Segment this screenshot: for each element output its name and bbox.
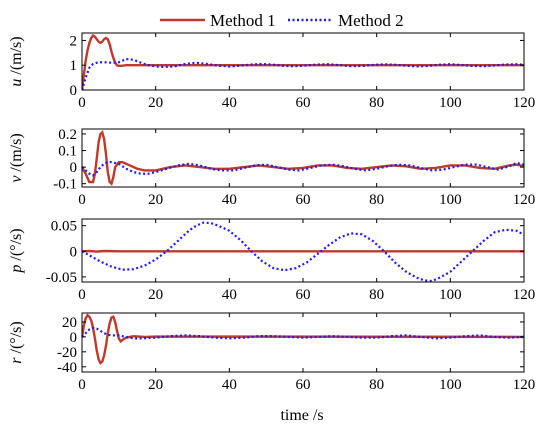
y-axis-unit: /(°/s) <box>8 228 25 260</box>
y-tick-label: 0 <box>70 244 78 260</box>
y-tick-label: -20 <box>57 345 77 361</box>
x-tick-label: 20 <box>148 377 163 393</box>
x-tick-label: 120 <box>513 377 536 393</box>
x-tick-label: 80 <box>369 377 384 393</box>
axes-box <box>81 312 525 373</box>
y-tick-label: -40 <box>57 360 77 376</box>
series-line-method-2 <box>82 326 524 340</box>
y-axis-label-r: r /(°/s) <box>8 321 25 363</box>
y-tick-label: 0 <box>70 330 78 346</box>
y-tick-label: 0.1 <box>58 144 77 160</box>
y-tick-label: 1 <box>70 58 78 74</box>
y-axis-label-v: v /(m/s) <box>8 133 25 182</box>
axes-box <box>81 128 525 188</box>
x-tick-label: 120 <box>513 95 536 111</box>
y-tick-label: -0.05 <box>46 270 77 286</box>
y-axis-unit: /(°/s) <box>8 321 25 353</box>
series-line-method-2 <box>82 161 524 177</box>
axes-box <box>81 32 525 91</box>
subplot-u: 0 20 40 60 80 100 120 0 1 2 u /(m/s) <box>8 32 536 111</box>
y-axis-variable: u <box>8 75 25 87</box>
series-line-method-2 <box>82 57 524 90</box>
x-tick-label: 20 <box>148 95 163 111</box>
x-tick-label: 60 <box>296 377 311 393</box>
series-line-method-1 <box>82 33 524 90</box>
x-tick-label: 20 <box>148 192 163 208</box>
y-tick-label: 0 <box>70 83 78 99</box>
y-tick-label: 0.2 <box>58 127 77 143</box>
y-axis-unit: /(m/s) <box>8 36 25 74</box>
x-axis-label: time /s <box>280 407 323 424</box>
x-tick-label: 0 <box>78 192 86 208</box>
x-tick-label: 40 <box>222 192 237 208</box>
x-tick-label: 80 <box>369 287 384 303</box>
y-axis-variable: r <box>8 353 25 363</box>
y-axis-unit: /(m/s) <box>8 133 25 171</box>
y-tick-label: 20 <box>62 315 77 331</box>
y-axis-variable: p <box>8 261 25 274</box>
x-tick-label: 60 <box>296 287 311 303</box>
series-line-method-1 <box>82 249 524 253</box>
x-tick-label: 40 <box>222 377 237 393</box>
x-tick-label: 0 <box>78 377 86 393</box>
x-tick-label: 40 <box>222 95 237 111</box>
y-axis-label-u: u /(m/s) <box>8 36 25 86</box>
y-tick-label: -0.1 <box>53 177 77 193</box>
y-tick-label: 0.05 <box>51 219 77 235</box>
x-tick-label: 100 <box>439 95 462 111</box>
x-tick-label: 40 <box>222 287 237 303</box>
y-axis-variable: v <box>8 172 25 183</box>
series-line-method-2 <box>82 221 524 282</box>
y-axis-label-p: p /(°/s) <box>8 228 25 273</box>
x-tick-label: 120 <box>513 287 536 303</box>
x-tick-label: 0 <box>78 95 86 111</box>
x-tick-label: 60 <box>296 192 311 208</box>
x-tick-label: 0 <box>78 287 86 303</box>
x-tick-label: 80 <box>369 95 384 111</box>
x-tick-label: 60 <box>296 95 311 111</box>
x-tick-label: 100 <box>439 377 462 393</box>
y-tick-label: 0 <box>70 160 78 176</box>
x-tick-label: 100 <box>439 287 462 303</box>
subplot-v: 0 20 40 60 80 100 120-0.100.10.2v /(m/s) <box>8 127 535 208</box>
x-tick-label: 100 <box>439 192 462 208</box>
x-tick-label: 80 <box>369 192 384 208</box>
x-tick-label: 120 <box>513 192 536 208</box>
series-line-method-1 <box>82 313 524 365</box>
legend: Method 1 Method 2 <box>160 11 404 30</box>
x-tick-label: 20 <box>148 287 163 303</box>
legend-label-method-2: Method 2 <box>338 11 404 30</box>
legend-label-method-1: Method 1 <box>210 11 276 30</box>
y-tick-label: 2 <box>70 33 78 49</box>
series-line-method-1 <box>82 130 524 186</box>
